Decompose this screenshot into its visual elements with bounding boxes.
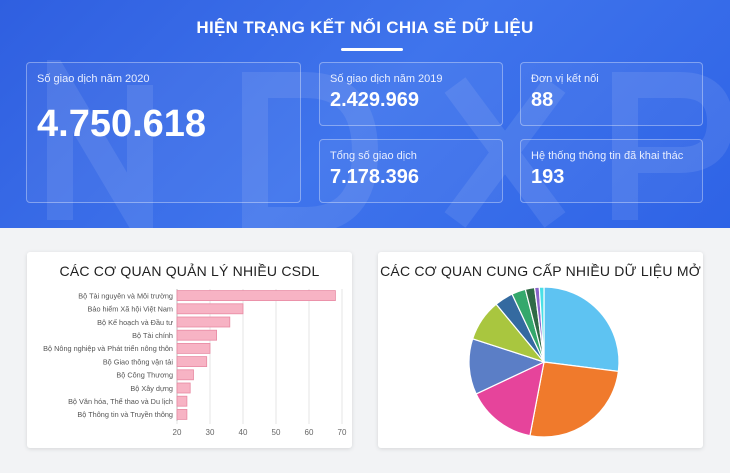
bar-chart-card: CÁC CƠ QUAN QUẢN LÝ NHIỀU CSDL 20 30 40 50 6… xyxy=(27,252,352,448)
ndxp-watermark xyxy=(47,60,730,228)
category-label: Bộ Tài nguyên và Môi trường xyxy=(78,291,173,300)
stat-card-systems-exploited: Hệ thống thông tin đã khai thác 193 xyxy=(520,139,703,203)
pie-slice[interactable] xyxy=(529,361,620,438)
stat-value: 88 xyxy=(531,89,554,111)
pie-slice[interactable] xyxy=(538,286,545,363)
stat-value: 4.750.618 xyxy=(37,103,207,145)
bar[interactable] xyxy=(176,303,244,315)
hero-title: HIỆN TRẠNG KẾT NỐI CHIA SẺ DỮ LIỆU xyxy=(196,18,534,37)
bar-chart-title: CÁC CƠ QUAN QUẢN LÝ NHIỀU CSDL xyxy=(59,263,320,279)
x-tick-label: 40 xyxy=(239,428,248,437)
pie-slice[interactable] xyxy=(475,360,545,437)
bar[interactable] xyxy=(176,408,188,420)
stat-value: 7.178.396 xyxy=(330,166,419,188)
stat-value: 193 xyxy=(531,166,565,188)
stat-card-transactions-2019: Số giao dịch năm 2019 2.429.969 xyxy=(319,62,503,126)
bar[interactable] xyxy=(176,382,191,394)
stat-label: Số giao dịch năm 2019 xyxy=(330,73,443,85)
x-tick-label: 60 xyxy=(305,428,314,437)
stat-label: Hệ thống thông tin đã khai thác xyxy=(531,150,684,162)
stat-card-total-transactions: Tổng số giao dịch 7.178.396 xyxy=(319,139,503,203)
bar[interactable] xyxy=(176,290,336,301)
category-label: Bộ Nông nghiệp và Phát triển nông thôn xyxy=(43,344,173,353)
category-label: Bộ Công Thương xyxy=(116,371,173,380)
x-tick-label: 30 xyxy=(206,428,215,437)
stat-label: Đơn vị kết nối xyxy=(531,73,599,85)
stat-card-transactions-2020: Số giao dịch năm 2020 4.750.618 xyxy=(26,62,301,203)
pie-chart xyxy=(468,286,620,438)
bar[interactable] xyxy=(176,369,194,381)
category-label: Bộ Tài chính xyxy=(132,331,173,340)
x-tick-label: 20 xyxy=(173,428,182,437)
bar[interactable] xyxy=(176,356,208,367)
stat-label: Tổng số giao dịch xyxy=(330,150,417,162)
category-label: Bảo hiểm Xã hội Việt Nam xyxy=(88,305,173,314)
category-label: Bộ Xây dựng xyxy=(130,384,173,393)
pie-slice[interactable] xyxy=(543,286,620,373)
stat-value: 2.429.969 xyxy=(330,89,419,111)
x-tick-label: 50 xyxy=(272,428,281,437)
title-underline xyxy=(341,48,403,51)
bar[interactable] xyxy=(176,395,188,407)
bar[interactable] xyxy=(176,316,231,328)
stat-label: Số giao dịch năm 2020 xyxy=(37,73,150,85)
hero-banner: HIỆN TRẠNG KẾT NỐI CHIA SẺ DỮ LIỆU Số gi… xyxy=(0,0,730,228)
category-label: Bộ Kế hoạch và Đầu tư xyxy=(97,318,173,327)
category-label: Bộ Văn hóa, Thể thao và Du lịch xyxy=(68,397,173,406)
stat-card-connected-units: Đơn vị kết nối 88 xyxy=(520,62,703,126)
pie-chart-title: CÁC CƠ QUAN CUNG CẤP NHIỀU DỮ LIỆU MỞ xyxy=(380,263,701,279)
bar[interactable] xyxy=(176,343,211,354)
category-label: Bộ Giao thông vận tải xyxy=(103,357,174,366)
x-tick-label: 70 xyxy=(338,428,347,437)
category-label: Bộ Thông tin và Truyền thông xyxy=(77,410,173,419)
pie-chart-card: CÁC CƠ QUAN CUNG CẤP NHIỀU DỮ LIỆU MỞ xyxy=(378,252,703,448)
bar-chart: 20 30 40 50 60 70 Bộ Tài nguyên và Môi trường B… xyxy=(43,289,347,437)
bar[interactable] xyxy=(176,329,217,341)
